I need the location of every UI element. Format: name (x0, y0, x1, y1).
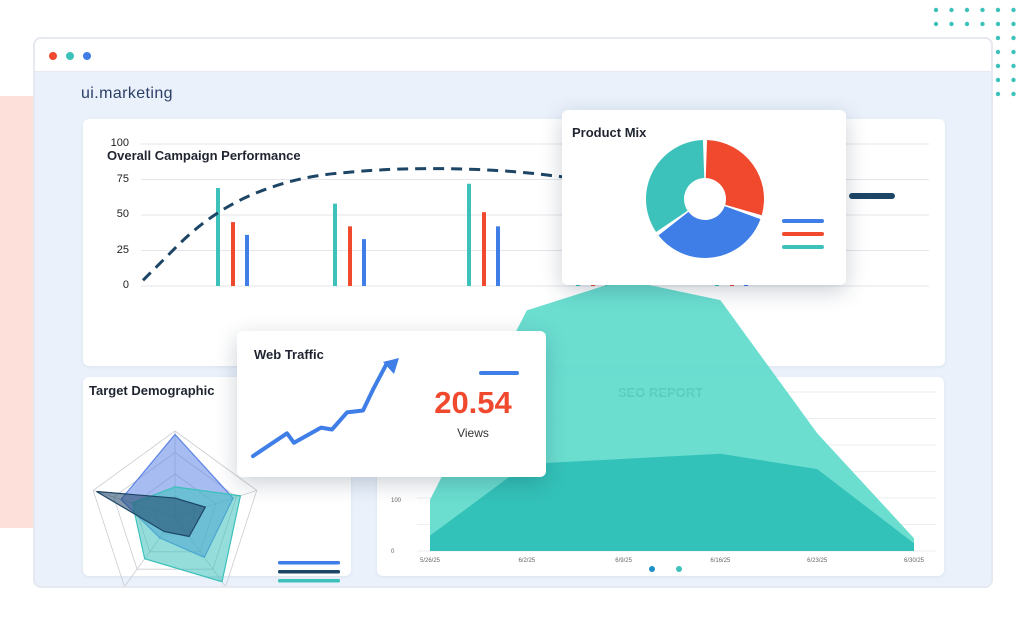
decor-dot (1011, 63, 1016, 69)
seo-area-chart: 20010005/26/256/2/256/9/256/16/256/23/25… (391, 279, 936, 564)
target-demographic-title: Target Demographic (89, 383, 215, 398)
legend-swatch (278, 561, 340, 565)
legend-swatch (278, 579, 340, 583)
y-tick-label: 50 (116, 208, 129, 220)
web-traffic-line-chart (251, 358, 519, 459)
decor-dot (980, 7, 985, 13)
bar (245, 234, 249, 286)
bar (216, 188, 220, 286)
y-tick-label: 100 (110, 137, 129, 149)
decor-dot (933, 7, 939, 13)
product-mix-card: Product Mix (562, 110, 846, 285)
donut-slice (658, 206, 761, 258)
decor-dot (995, 35, 1001, 41)
decor-dot (949, 21, 954, 27)
views-label: Views (457, 426, 489, 440)
x-tick-label: 6/9/25 (615, 558, 632, 564)
radar-chart (92, 430, 340, 586)
radar-grid (92, 430, 258, 586)
app-window: ui.marketing Overall Campaign Performanc… (33, 37, 993, 588)
window-titlebar (35, 39, 991, 72)
campaign-performance-title: Overall Campaign Performance (107, 148, 301, 163)
legend-swatch (782, 245, 824, 249)
bar (467, 183, 471, 286)
decor-dot (964, 21, 970, 27)
decor-dot (964, 7, 970, 13)
decor-dot (995, 7, 1001, 13)
window-maximize-dot[interactable] (83, 52, 91, 60)
donut-chart (646, 140, 824, 258)
y-tick-label: 0 (391, 549, 395, 555)
campaign-y-axis: 100 75 50 25 0 (99, 119, 139, 366)
decor-dot (949, 7, 954, 13)
decor-dot (1011, 77, 1016, 83)
decor-dot (980, 21, 985, 27)
y-tick-label: 25 (116, 243, 129, 256)
carousel-dot-2[interactable] (676, 566, 682, 572)
radar-series (96, 490, 207, 538)
product-mix-title: Product Mix (572, 125, 647, 140)
bar (333, 203, 337, 286)
x-tick-label: 5/26/25 (420, 558, 441, 564)
traffic-line (251, 361, 389, 459)
trend-line (141, 167, 574, 282)
views-value: 20.54 (434, 385, 512, 420)
web-traffic-card: Web Traffic 20.54 Views (237, 331, 546, 477)
y-tick-label: 0 (122, 279, 129, 291)
decor-dot (1011, 7, 1016, 13)
x-tick-label: 6/2/25 (518, 558, 535, 564)
web-traffic-title: Web Traffic (254, 347, 324, 362)
decor-dot (1011, 49, 1016, 55)
x-tick-label: 6/16/25 (710, 558, 731, 564)
legend-swatch (278, 570, 340, 574)
x-tick-label: 6/23/25 (807, 558, 828, 564)
y-tick-label: 75 (116, 172, 129, 185)
bar (482, 212, 486, 286)
legend-swatch (782, 219, 824, 223)
y-tick-label: 100 (391, 498, 402, 504)
decor-dot (1011, 21, 1016, 27)
decor-dot (995, 77, 1001, 83)
legend-swatch (849, 193, 895, 199)
decor-dot (995, 63, 1001, 69)
decor-dot (995, 91, 1001, 97)
decor-dot (933, 21, 939, 27)
decor-dot (995, 21, 1001, 27)
x-tick-label: 6/30/25 (904, 558, 925, 564)
bar (231, 222, 235, 286)
window-close-dot[interactable] (49, 52, 57, 60)
area-series (430, 453, 914, 551)
seo-report-card: SEO REPORT 20010005/26/256/2/256/9/256/1… (377, 279, 944, 576)
bar (362, 239, 366, 286)
bar (496, 226, 500, 286)
decorative-dot-grid (933, 7, 1016, 97)
carousel-dot-1[interactable] (649, 566, 655, 572)
legend-swatch (782, 232, 824, 236)
window-minimize-dot[interactable] (66, 52, 74, 60)
decor-dot (995, 49, 1001, 55)
bar (348, 226, 352, 286)
trend-arrow-head (383, 358, 399, 374)
decor-dot (1011, 35, 1016, 41)
brand-logo: ui.marketing (81, 85, 173, 102)
donut-slice (705, 140, 764, 216)
legend-swatch (479, 371, 519, 375)
donut-slice (646, 140, 705, 232)
decor-dot (1011, 91, 1016, 97)
